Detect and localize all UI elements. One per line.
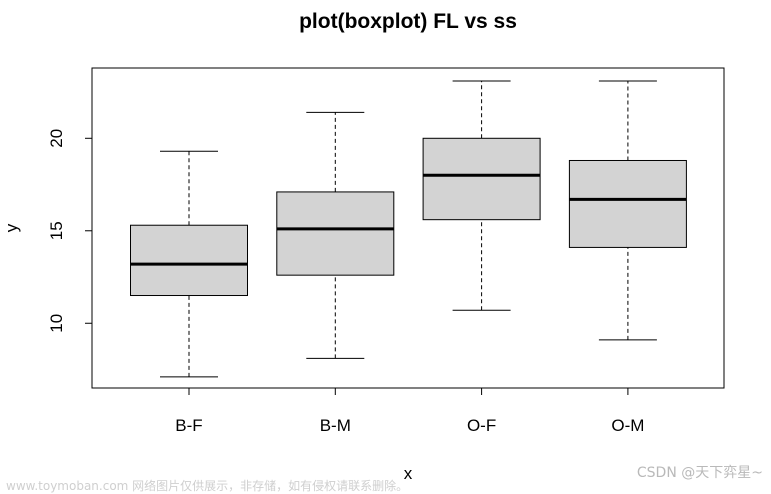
y-axis-label: y xyxy=(2,223,21,232)
boxes-layer xyxy=(130,80,687,378)
box-group xyxy=(422,80,541,311)
y-axis: 10 15 20 xyxy=(47,129,93,333)
x-axis-label: x xyxy=(404,464,413,483)
box-iqr xyxy=(568,159,687,248)
box-iqr xyxy=(276,191,395,276)
x-tick-label: B-M xyxy=(320,416,351,435)
x-axis: B-F B-M O-F O-M xyxy=(175,387,644,435)
watermark-left: www.toymoban.com 网络图片仅供展示，非存储，如有侵权请联系删除。 xyxy=(6,479,409,493)
y-tick-label: 15 xyxy=(47,221,66,240)
box-iqr xyxy=(422,137,541,221)
chart-title: plot(boxplot) FL vs ss xyxy=(299,10,517,33)
x-tick-label: O-M xyxy=(611,416,644,435)
x-tick-label: B-F xyxy=(175,416,202,435)
x-tick-label: O-F xyxy=(467,416,496,435)
box-group xyxy=(276,111,395,359)
watermark-right: CSDN @天下弈星~ xyxy=(636,465,763,481)
box-group xyxy=(568,80,687,341)
box-group xyxy=(130,150,248,378)
y-tick-label: 10 xyxy=(47,314,66,333)
box-iqr xyxy=(130,224,248,297)
y-tick-label: 20 xyxy=(47,129,66,148)
